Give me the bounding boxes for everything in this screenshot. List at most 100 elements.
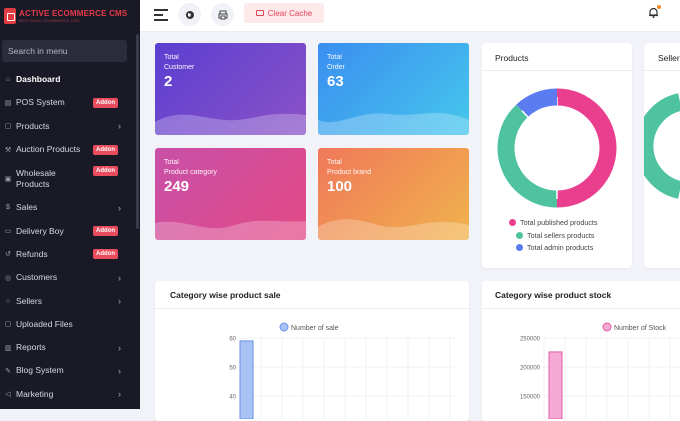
- cart-logo-icon: [4, 8, 16, 24]
- chart-legend-label: Number of sale: [291, 325, 339, 332]
- brand-title: ACTIVE ECOMMERCE CMS: [19, 9, 128, 18]
- addon-badge: Addon: [93, 226, 118, 237]
- brand-subtitle: BEST MULTI ECOMMERCE CMS: [19, 19, 80, 23]
- chart-legend-swatch: [602, 322, 612, 332]
- search-placeholder: Search in menu: [8, 46, 68, 56]
- sidebar-item-pos-system[interactable]: ▤ POS System Addon: [0, 91, 140, 114]
- sidebar-item-label: Uploaded Files: [16, 318, 73, 329]
- addon-badge: Addon: [93, 97, 118, 108]
- sidebar-search-input[interactable]: Search in menu: [2, 40, 127, 62]
- sale-chart-title: Category wise product sale: [170, 290, 281, 300]
- printer-icon[interactable]: [211, 3, 234, 26]
- stat-label: Product brand: [327, 169, 371, 176]
- legend-item[interactable]: Total sellers products: [509, 231, 598, 240]
- sidebar-item-blog-system[interactable]: ✎ Blog System ›: [0, 359, 140, 382]
- home-icon: ⌂: [5, 76, 11, 84]
- stat-value: 2: [164, 73, 173, 90]
- y-tick-label: 60: [229, 337, 236, 343]
- stock-bar-chart: Number of Stock 250000 200000 150000: [520, 322, 680, 419]
- sidebar-item-dashboard[interactable]: ⌂ Dashboard: [0, 68, 140, 92]
- chart-legend-label: Number of Stock: [614, 325, 667, 332]
- chevron-right-icon: ›: [118, 202, 121, 213]
- report-icon: ▥: [4, 344, 12, 352]
- legend-item[interactable]: Total published products: [509, 218, 598, 227]
- chevron-right-icon: ›: [118, 389, 121, 400]
- category-stock-panel: Category wise product stock Number of St…: [482, 281, 680, 421]
- stat-value: 63: [327, 73, 344, 90]
- donut-slice[interactable]: [497, 104, 558, 208]
- sidebar-item-marketing[interactable]: ◁ Marketing ›: [0, 383, 140, 406]
- chevron-right-icon: ›: [118, 296, 121, 307]
- products-panel-title: Products: [495, 53, 529, 63]
- stat-value: 249: [164, 178, 190, 195]
- folder-icon: ▢: [4, 321, 12, 329]
- truck-icon: ▭: [4, 228, 12, 236]
- sidebar-item-customers[interactable]: ◎ Customers ›: [0, 266, 140, 289]
- sidebar-item-products[interactable]: ▢ Products ›: [0, 115, 140, 138]
- sidebar-item-label: Refunds: [16, 248, 48, 259]
- stat-value: 100: [327, 178, 353, 195]
- sidebar-item-sellers[interactable]: ○ Sellers ›: [0, 289, 140, 312]
- sellers-donut-chart: [644, 93, 680, 199]
- sellers-panel-title: Sellers: [658, 53, 680, 63]
- stat-label: Total: [164, 159, 179, 166]
- stat-card-orders[interactable]: Total Order 63: [318, 43, 469, 135]
- legend-label: Total admin products: [527, 243, 594, 252]
- stat-label: Total: [164, 54, 179, 61]
- data-bar[interactable]: [548, 351, 563, 419]
- sidebar-item-label: Products: [16, 120, 50, 131]
- products-donut-chart: [497, 88, 617, 208]
- legend-label: Total sellers products: [527, 230, 595, 240]
- stat-label: Order: [327, 64, 345, 71]
- sellers-panel: Sellers: [644, 43, 680, 268]
- sidebar-item-uploaded-files[interactable]: ▢ Uploaded Files: [0, 313, 140, 336]
- data-bar[interactable]: [239, 340, 254, 419]
- top-bar: Clear Cache: [140, 0, 680, 32]
- products-legend: Total published products Total sellers pr…: [509, 218, 598, 256]
- blog-icon: ✎: [5, 367, 11, 375]
- clear-cache-button[interactable]: Clear Cache: [244, 3, 324, 23]
- sidebar-item-label: Delivery Boy: [16, 225, 64, 236]
- stat-card-product-category[interactable]: Total Product category 249: [155, 148, 306, 240]
- addon-badge: Addon: [93, 166, 118, 177]
- globe-icon[interactable]: [178, 3, 201, 26]
- sidebar-item-label: Wholesale Products: [16, 167, 56, 189]
- legend-item[interactable]: Total admin products: [509, 243, 598, 252]
- wave-decoration: [155, 113, 306, 135]
- megaphone-icon: ◁: [5, 391, 11, 399]
- sidebar-item-reports[interactable]: ▥ Reports ›: [0, 336, 140, 359]
- sidebar-item-label: Reports: [16, 342, 46, 353]
- sidebar: ACTIVE ECOMMERCE CMS BEST MULTI ECOMMERC…: [0, 0, 140, 409]
- brand-logo[interactable]: ACTIVE ECOMMERCE CMS BEST MULTI ECOMMERC…: [0, 0, 140, 32]
- notification-badge: [657, 5, 661, 9]
- stat-card-customers[interactable]: Total Customer 2: [155, 43, 306, 135]
- addon-badge: Addon: [93, 144, 118, 155]
- users-icon: ◎: [4, 274, 12, 282]
- sidebar-item-label: Sales: [16, 202, 38, 213]
- donut-slice[interactable]: [556, 88, 617, 208]
- sidebar-item-auction-products[interactable]: ⚒ Auction Products Addon: [0, 138, 140, 161]
- menu-toggle-icon[interactable]: [154, 9, 168, 21]
- chevron-right-icon: ›: [118, 365, 121, 376]
- user-icon: ○: [5, 297, 11, 305]
- stat-card-product-brand[interactable]: Total Product brand 100: [318, 148, 469, 240]
- y-tick-label: 250000: [520, 337, 541, 343]
- stat-label: Customer: [164, 64, 195, 71]
- chevron-right-icon: ›: [118, 272, 121, 283]
- cache-icon: [255, 10, 264, 16]
- stock-chart-title: Category wise product stock: [495, 290, 612, 300]
- wave-decoration: [318, 112, 469, 135]
- sidebar-item-refunds[interactable]: ↺ Refunds Addon: [0, 243, 140, 266]
- sidebar-item-sales[interactable]: $ Sales ›: [0, 196, 140, 219]
- y-tick-label: 40: [229, 395, 236, 401]
- sidebar-item-wholesale-products[interactable]: ▣ Wholesale Products Addon: [0, 161, 140, 196]
- stat-label: Total: [327, 54, 342, 61]
- chevron-right-icon: ›: [118, 121, 121, 132]
- category-sale-panel: Category wise product sale Number of sal…: [155, 281, 469, 421]
- donut-slice[interactable]: [516, 88, 558, 118]
- sidebar-item-delivery-boy[interactable]: ▭ Delivery Boy Addon: [0, 219, 140, 242]
- sidebar-scrollbar[interactable]: [136, 34, 139, 229]
- sidebar-item-label: Sellers: [16, 295, 42, 306]
- products-panel: Products Total published products Total s…: [482, 43, 632, 268]
- bell-icon[interactable]: [648, 7, 659, 21]
